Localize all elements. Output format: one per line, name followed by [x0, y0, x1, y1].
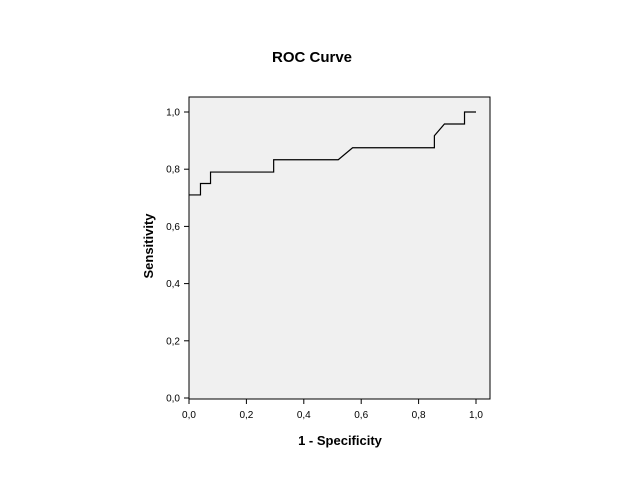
y-tick-label: 0,4	[166, 279, 180, 290]
y-axis: 0,0 0,2 0,4 0,6 0,8 1,0	[166, 108, 189, 405]
x-axis-label: 1 - Specificity	[298, 433, 383, 448]
x-tick-label: 0,2	[239, 410, 253, 421]
x-tick-label: 0,4	[297, 410, 311, 421]
y-tick-label: 1,0	[166, 108, 180, 119]
y-tick-label: 0,2	[166, 336, 180, 347]
y-tick-label: 0,0	[166, 394, 180, 405]
x-tick-label: 1,0	[469, 410, 483, 421]
x-axis: 0,0 0,2 0,4 0,6 0,8 1,0	[182, 399, 483, 421]
plot-area	[188, 96, 491, 400]
chart-title: ROC Curve	[272, 49, 352, 66]
x-tick-label: 0,0	[182, 410, 196, 421]
y-axis-label: Sensitivity	[141, 213, 156, 279]
x-tick-label: 0,6	[354, 410, 368, 421]
x-tick-label: 0,8	[412, 410, 426, 421]
y-tick-label: 0,8	[166, 165, 180, 176]
roc-curve-line	[189, 111, 476, 196]
y-tick-label: 0,6	[166, 222, 180, 233]
